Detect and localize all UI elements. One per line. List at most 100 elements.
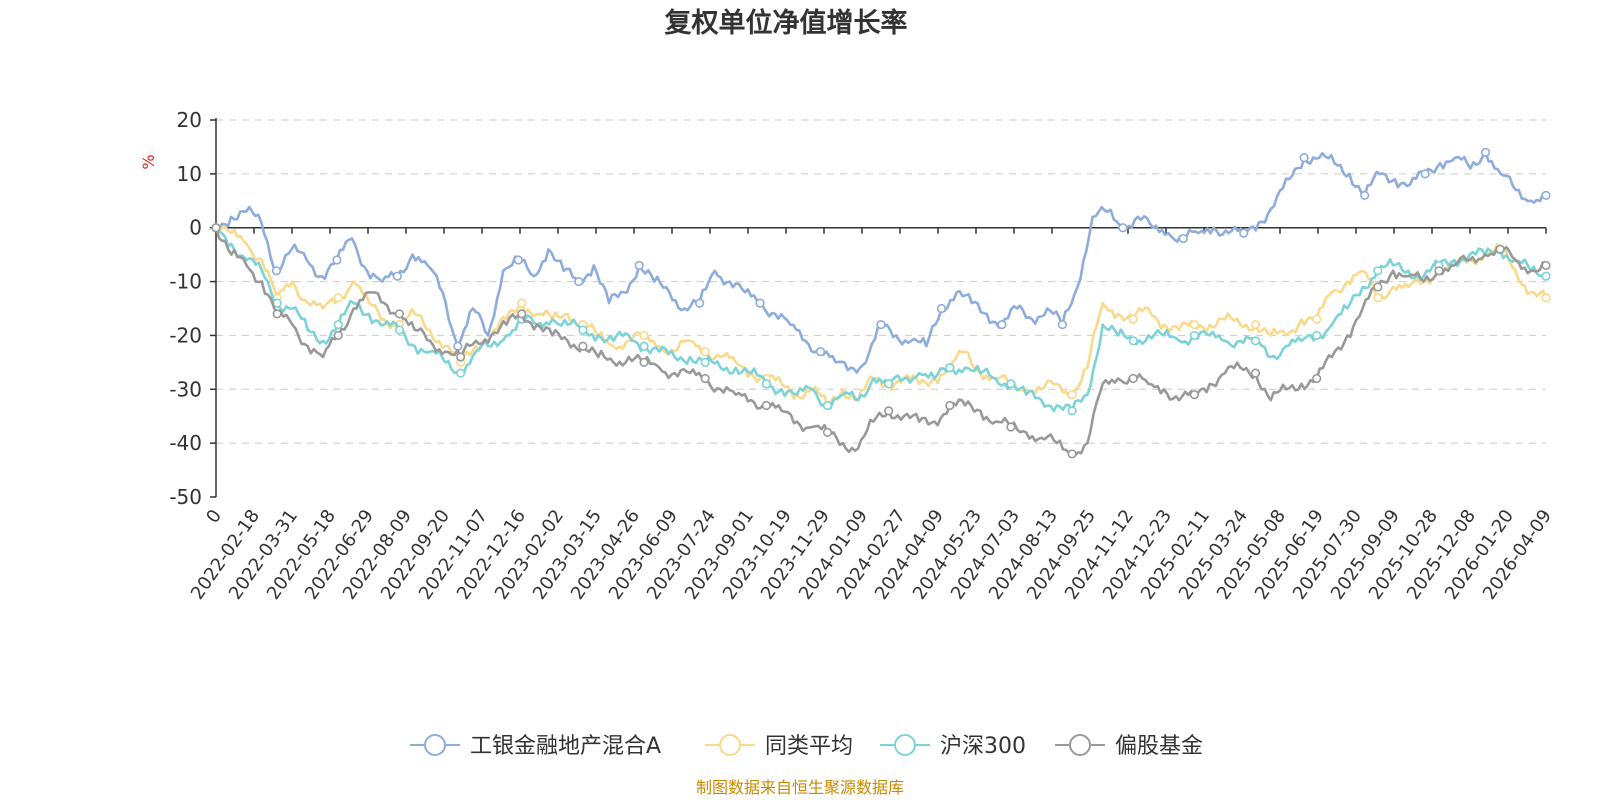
data-point: [936, 303, 947, 314]
data-point: [1480, 147, 1491, 157]
series-line: [214, 225, 1548, 407]
chart-title: 复权单位净值增长率: [665, 7, 908, 39]
data-point: [755, 298, 765, 308]
data-point: [700, 346, 710, 357]
data-point: [211, 223, 221, 233]
x-tick-label: 0: [202, 506, 226, 527]
data-point: [333, 320, 343, 330]
data-point: [1495, 244, 1505, 254]
data-point: [1189, 330, 1199, 341]
data-point: [997, 320, 1007, 330]
data-point: [1541, 293, 1551, 303]
data-point: [333, 293, 343, 303]
series-4: [211, 223, 1551, 459]
data-point: [884, 379, 894, 389]
data-point: [1360, 190, 1370, 200]
y-axis-unit: %: [139, 154, 158, 169]
legend-item[interactable]: 工银金融地产混合A: [410, 734, 661, 759]
y-tick-label: -20: [169, 323, 202, 347]
data-point: [884, 406, 894, 416]
data-point: [822, 400, 833, 411]
data-point: [1420, 169, 1430, 179]
data-point: [1189, 390, 1199, 400]
data-point: [517, 309, 527, 319]
legend-item[interactable]: 偏股基金: [1055, 734, 1203, 759]
data-point: [1250, 320, 1261, 330]
data-point: [700, 357, 710, 367]
series-line: [214, 226, 1548, 457]
data-point: [815, 346, 826, 357]
data-point: [271, 266, 282, 276]
y-tick-label: 10: [177, 162, 202, 186]
data-point: [1067, 390, 1077, 400]
legend-item[interactable]: 沪深300: [880, 734, 1026, 759]
axes: [215, 118, 1546, 497]
legend-label: 沪深300: [940, 734, 1026, 759]
data-point: [634, 260, 644, 271]
legend[interactable]: 工银金融地产混合A 同类平均 沪深300 偏股基金: [410, 734, 1203, 759]
y-tick-label: 0: [189, 216, 202, 240]
y-tick-label: 20: [177, 108, 202, 132]
y-tick-label: -10: [169, 270, 202, 294]
legend-circle-icon: [1069, 734, 1091, 756]
series-1: [211, 147, 1551, 374]
data-point: [822, 427, 833, 437]
data-point: [455, 368, 466, 378]
data-point: [578, 325, 588, 335]
data-point: [1299, 153, 1309, 163]
data-point: [639, 341, 649, 351]
data-point: [1312, 330, 1322, 341]
legend-circle-icon: [424, 734, 446, 756]
data-point: [332, 255, 342, 265]
legend-label: 工银金融地产混合A: [470, 734, 661, 759]
data-point: [1312, 314, 1322, 324]
data-point: [574, 276, 584, 287]
data-point: [513, 255, 523, 265]
y-tick-label: -50: [169, 485, 202, 509]
data-point: [272, 309, 282, 319]
data-point: [1057, 320, 1067, 330]
data-point: [1541, 260, 1551, 271]
data-point: [1006, 379, 1016, 389]
legend-circle-icon: [719, 734, 741, 756]
data-point: [1250, 368, 1261, 378]
data-point: [1006, 422, 1016, 432]
y-tick-label: -40: [169, 431, 202, 455]
series-layer: [211, 147, 1551, 459]
data-point: [1067, 449, 1077, 459]
data-point: [1373, 266, 1383, 276]
data-point: [1312, 373, 1322, 384]
data-point: [392, 271, 402, 281]
data-point: [455, 352, 466, 362]
data-point: [1128, 314, 1138, 324]
y-tick-label: -30: [169, 377, 202, 401]
data-point: [1128, 373, 1138, 384]
data-point: [1239, 228, 1249, 238]
data-point: [1541, 190, 1551, 200]
data-point: [578, 341, 588, 351]
data-source-note: 制图数据来自恒生聚源数据库: [696, 778, 904, 797]
data-point: [700, 373, 710, 384]
data-point: [1067, 406, 1077, 416]
data-point: [945, 363, 955, 373]
data-point: [639, 330, 649, 341]
data-point: [761, 379, 771, 389]
data-point: [1434, 266, 1444, 276]
legend-label: 同类平均: [765, 734, 853, 759]
legend-item[interactable]: 同类平均: [705, 734, 853, 759]
data-point: [1541, 271, 1551, 281]
data-point: [945, 400, 955, 411]
legend-label: 偏股基金: [1115, 734, 1203, 759]
legend-circle-icon: [894, 734, 916, 756]
data-point: [1118, 223, 1128, 233]
data-point: [394, 325, 405, 335]
data-point: [639, 357, 649, 367]
series-line: [214, 226, 1548, 413]
data-point: [333, 330, 343, 341]
data-point: [1178, 233, 1188, 244]
data-point: [394, 309, 405, 319]
data-point: [1373, 282, 1383, 292]
data-point: [695, 298, 705, 308]
data-point: [1373, 293, 1383, 303]
